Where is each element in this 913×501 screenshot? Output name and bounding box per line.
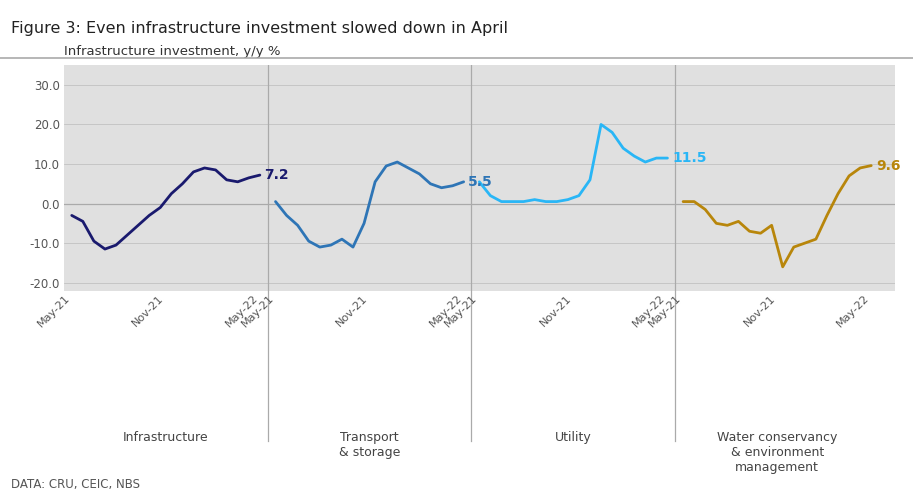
Text: Infrastructure investment, y/y %: Infrastructure investment, y/y %: [64, 46, 280, 59]
Text: Nov-21: Nov-21: [742, 293, 777, 328]
Text: May-22: May-22: [427, 293, 464, 329]
Text: 11.5: 11.5: [672, 151, 707, 165]
Text: Infrastructure: Infrastructure: [123, 431, 208, 444]
Text: Nov-21: Nov-21: [539, 293, 573, 328]
Text: Nov-21: Nov-21: [131, 293, 166, 328]
Text: May-22: May-22: [835, 293, 871, 329]
Text: Transport
& storage: Transport & storage: [339, 431, 400, 459]
Text: 7.2: 7.2: [265, 168, 289, 182]
Text: May-21: May-21: [239, 293, 276, 329]
Text: Figure 3: Even infrastructure investment slowed down in April: Figure 3: Even infrastructure investment…: [11, 22, 508, 36]
Text: Utility: Utility: [555, 431, 592, 444]
Text: May-21: May-21: [647, 293, 683, 329]
Text: May-22: May-22: [631, 293, 667, 329]
Text: May-22: May-22: [224, 293, 260, 329]
Text: Water conservancy
& environment
management: Water conservancy & environment manageme…: [717, 431, 837, 474]
Text: 9.6: 9.6: [876, 159, 900, 172]
Text: 5.5: 5.5: [468, 175, 493, 189]
Text: DATA: CRU, CEIC, NBS: DATA: CRU, CEIC, NBS: [11, 478, 140, 491]
Text: Nov-21: Nov-21: [334, 293, 370, 328]
Text: May-21: May-21: [444, 293, 479, 329]
Text: May-21: May-21: [36, 293, 72, 329]
